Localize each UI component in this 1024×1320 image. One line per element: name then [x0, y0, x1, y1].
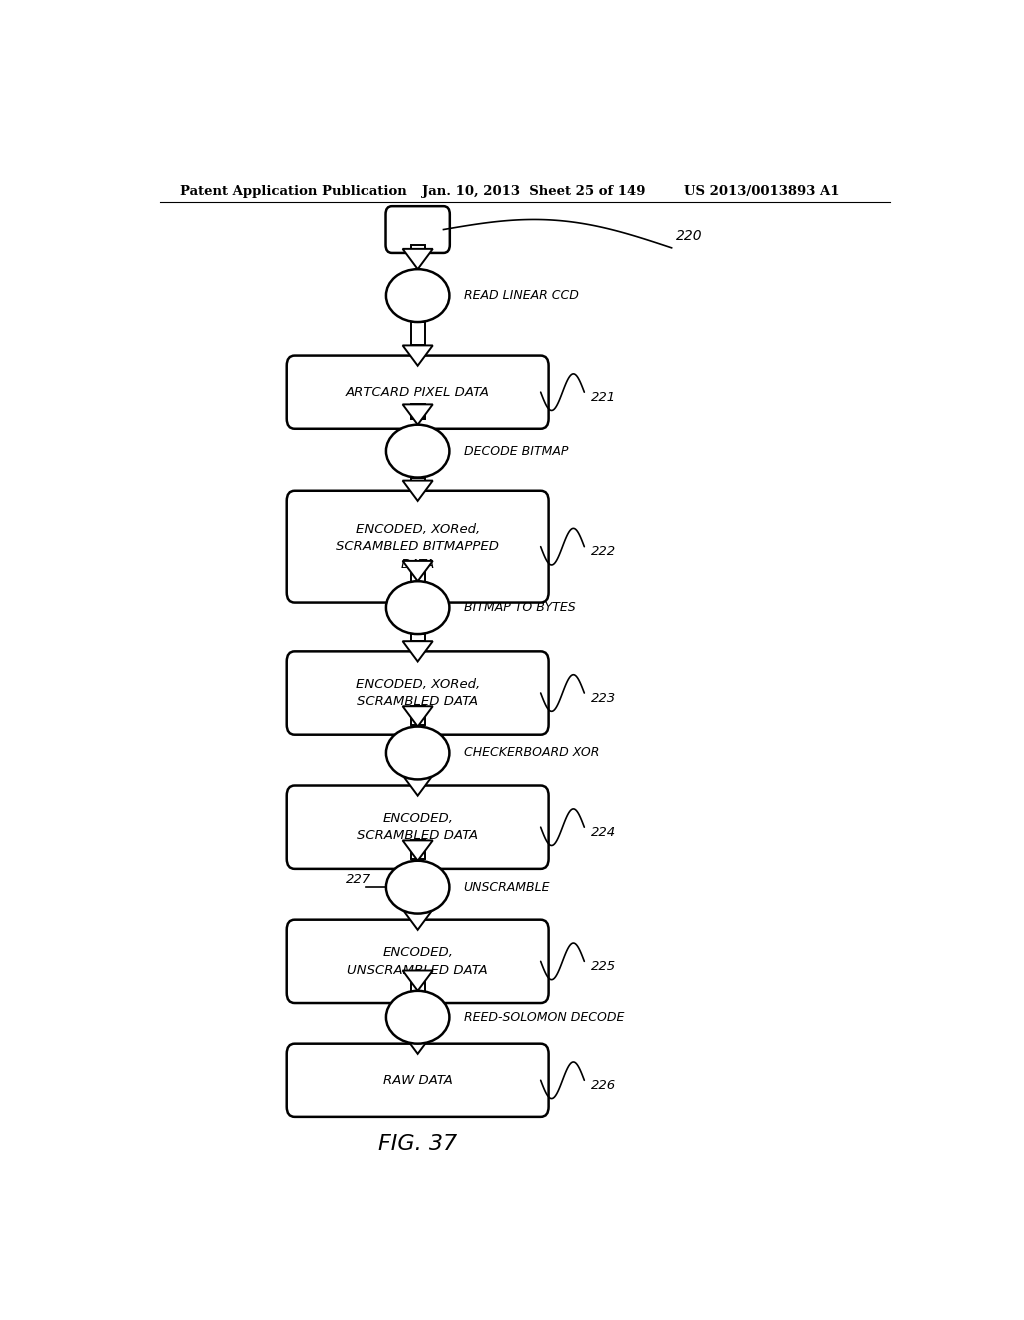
Text: UNSCRAMBLE: UNSCRAMBLE [464, 880, 550, 894]
Polygon shape [402, 841, 433, 861]
Text: FIG. 37: FIG. 37 [378, 1134, 458, 1154]
Ellipse shape [386, 269, 450, 322]
Polygon shape [411, 706, 425, 725]
FancyBboxPatch shape [287, 651, 549, 735]
Polygon shape [402, 346, 433, 366]
Polygon shape [402, 561, 433, 581]
Text: US 2013/0013893 A1: US 2013/0013893 A1 [684, 185, 839, 198]
Polygon shape [411, 634, 425, 642]
Text: READ LINEAR CCD: READ LINEAR CCD [464, 289, 579, 302]
FancyBboxPatch shape [287, 920, 549, 1003]
Text: 221: 221 [591, 391, 615, 404]
Text: DECODE BITMAP: DECODE BITMAP [464, 445, 568, 458]
Polygon shape [402, 642, 433, 661]
Polygon shape [402, 404, 433, 425]
Text: 220: 220 [676, 228, 702, 243]
Text: 226: 226 [591, 1078, 615, 1092]
FancyBboxPatch shape [287, 491, 549, 602]
Ellipse shape [386, 726, 450, 779]
Polygon shape [402, 706, 433, 726]
Polygon shape [411, 322, 425, 346]
Text: Patent Application Publication: Patent Application Publication [179, 185, 407, 198]
Text: 224: 224 [591, 826, 615, 838]
Polygon shape [411, 561, 425, 593]
FancyBboxPatch shape [287, 1044, 549, 1117]
Polygon shape [402, 480, 433, 500]
Ellipse shape [386, 991, 450, 1044]
Polygon shape [402, 775, 433, 796]
Ellipse shape [386, 581, 450, 634]
Text: 223: 223 [591, 692, 615, 705]
Text: 225: 225 [591, 960, 615, 973]
Text: 227: 227 [346, 873, 372, 886]
Text: RAW DATA: RAW DATA [383, 1073, 453, 1086]
Polygon shape [411, 478, 425, 480]
Text: 222: 222 [591, 545, 615, 558]
Text: Jan. 10, 2013  Sheet 25 of 149: Jan. 10, 2013 Sheet 25 of 149 [422, 185, 645, 198]
Text: ENCODED,
UNSCRAMBLED DATA: ENCODED, UNSCRAMBLED DATA [347, 946, 488, 977]
Text: BITMAP TO BYTES: BITMAP TO BYTES [464, 601, 575, 614]
Text: ENCODED, XORed,
SCRAMBLED BITMAPPED
DATA: ENCODED, XORed, SCRAMBLED BITMAPPED DATA [336, 523, 499, 570]
Polygon shape [411, 970, 425, 993]
Polygon shape [411, 1034, 425, 1044]
FancyBboxPatch shape [287, 785, 549, 869]
Polygon shape [402, 1034, 433, 1053]
Polygon shape [411, 244, 425, 249]
Text: REED-SOLOMON DECODE: REED-SOLOMON DECODE [464, 1011, 624, 1024]
Polygon shape [402, 249, 433, 269]
Text: ENCODED, XORed,
SCRAMBLED DATA: ENCODED, XORed, SCRAMBLED DATA [355, 677, 480, 709]
Text: ARTCARD PIXEL DATA: ARTCARD PIXEL DATA [346, 385, 489, 399]
FancyBboxPatch shape [287, 355, 549, 429]
Polygon shape [411, 909, 425, 913]
Polygon shape [402, 970, 433, 991]
Polygon shape [411, 775, 425, 779]
Polygon shape [411, 841, 425, 859]
Polygon shape [411, 404, 425, 418]
Text: CHECKERBOARD XOR: CHECKERBOARD XOR [464, 747, 599, 759]
Text: ENCODED,
SCRAMBLED DATA: ENCODED, SCRAMBLED DATA [357, 812, 478, 842]
Ellipse shape [386, 861, 450, 913]
FancyBboxPatch shape [385, 206, 450, 253]
Polygon shape [402, 909, 433, 929]
Ellipse shape [386, 425, 450, 478]
